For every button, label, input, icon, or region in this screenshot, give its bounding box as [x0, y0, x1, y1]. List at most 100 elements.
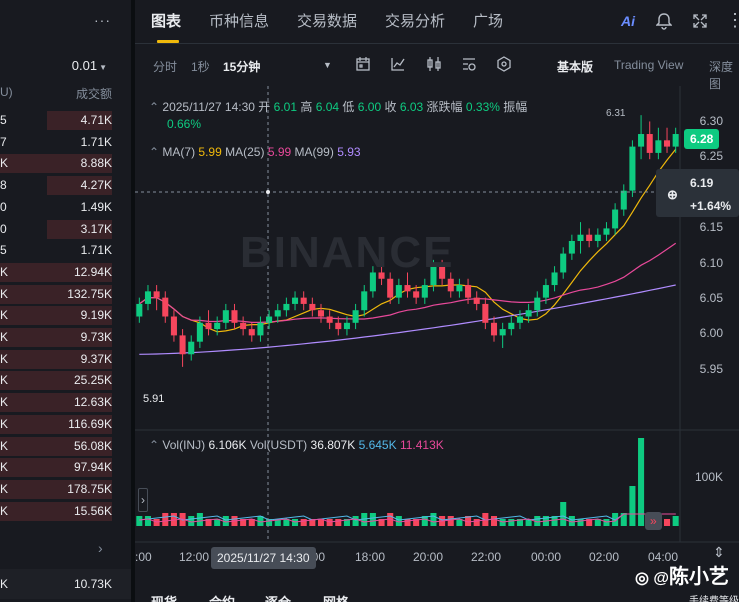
- order-book-row[interactable]: K 15.56K: [0, 500, 131, 522]
- order-book-row[interactable]: K 9.37K: [0, 348, 131, 370]
- order-book-row[interactable]: K 9.73K: [0, 326, 131, 348]
- amplitude-value: 0.66%: [167, 117, 202, 131]
- candle-body: [196, 322, 203, 342]
- tab-square[interactable]: 广场: [473, 13, 504, 30]
- ohlc-datetime: 2025/11/27 14:30: [162, 100, 255, 114]
- order-book-row[interactable]: K 97.94K: [0, 456, 131, 478]
- expand-icon[interactable]: [692, 13, 708, 29]
- candle-body: [361, 291, 368, 311]
- binance-watermark: BINANCE: [240, 228, 455, 277]
- view-tradingview[interactable]: Trading View: [614, 58, 684, 72]
- collapse-icon[interactable]: ⌃: [149, 100, 160, 114]
- order-book-row[interactable]: K 8.88K: [0, 152, 131, 174]
- tab-trading-analysis[interactable]: 交易分析: [385, 13, 446, 30]
- collapse-icon[interactable]: ⌃: [149, 145, 160, 159]
- tab-chart[interactable]: 图表: [151, 13, 182, 30]
- chart-toolbar: 分时 1秒 15分钟 ▼ 基本版 Trading View 深度图: [135, 44, 739, 91]
- ma7-value: 5.99: [198, 145, 222, 159]
- tab-futures[interactable]: 合约: [209, 592, 235, 602]
- volume-bar: [551, 516, 558, 526]
- depth-bar: [0, 284, 112, 304]
- row-price: K: [0, 481, 9, 496]
- candle-body: [240, 322, 247, 330]
- order-book-row[interactable]: 0 3.17K: [0, 218, 131, 240]
- tab-trading-data[interactable]: 交易数据: [297, 13, 358, 30]
- more-dots-icon[interactable]: ···: [94, 12, 111, 28]
- precision-select[interactable]: 0.01 ▼: [72, 58, 107, 73]
- collapse-icon[interactable]: ⌃: [149, 438, 160, 452]
- price-tick-label: 6.25: [699, 149, 723, 163]
- tab-grid[interactable]: 网格: [323, 592, 349, 602]
- order-book-last-row: K 10.73K: [0, 569, 131, 599]
- calendar-icon[interactable]: [355, 56, 371, 72]
- depth-bar: [47, 219, 112, 239]
- row-price: K: [0, 156, 9, 171]
- order-book-row[interactable]: 5 1.71K: [0, 239, 131, 261]
- order-book-row[interactable]: K 9.19K: [0, 304, 131, 326]
- candle-body: [508, 322, 515, 330]
- row-turnover: 1.71K: [80, 243, 112, 258]
- tab-spot[interactable]: 现货: [151, 592, 177, 602]
- price-chart[interactable]: [135, 86, 739, 588]
- price-tick-label: 6.05: [699, 291, 723, 305]
- depth-bar: [0, 414, 112, 434]
- row-price: K: [0, 438, 9, 453]
- row-price: 5: [0, 113, 7, 127]
- depth-bar: [0, 479, 112, 499]
- depth-bar: [0, 306, 112, 326]
- order-book-row[interactable]: 8 4.27K: [0, 174, 131, 196]
- ai-icon[interactable]: Ai: [621, 13, 635, 29]
- volume-ma10-line: [139, 513, 676, 523]
- indicator-icon[interactable]: [390, 56, 406, 72]
- candle-body: [352, 310, 359, 323]
- order-book-row[interactable]: 0 1.49K: [0, 196, 131, 218]
- view-basic[interactable]: 基本版: [557, 60, 594, 74]
- row-turnover: 9.73K: [80, 330, 112, 344]
- price-tick-label: 5.95: [699, 362, 723, 376]
- hexagon-settings-icon[interactable]: [496, 56, 512, 72]
- volume-bar: [361, 513, 368, 526]
- plus-icon[interactable]: ⊕: [667, 187, 678, 202]
- chevron-right-icon[interactable]: ›: [138, 488, 148, 512]
- candle-body: [612, 209, 619, 229]
- close-value: 6.03: [399, 100, 424, 114]
- row-price: K: [0, 395, 9, 410]
- ohlc-info: ⌃ 2025/11/27 14:30 开 6.01 高 6.04 低 6.00 …: [149, 98, 527, 115]
- scroll-to-latest-icon[interactable]: »: [645, 512, 662, 530]
- order-book-row[interactable]: K 132.75K: [0, 283, 131, 305]
- row-price: K: [0, 460, 9, 475]
- row-price: 5: [0, 243, 7, 258]
- order-book-row[interactable]: K 178.75K: [0, 478, 131, 500]
- volume-bar: [292, 519, 299, 526]
- axis-resize-icon[interactable]: ⇕: [713, 544, 725, 560]
- candle-body: [326, 316, 333, 323]
- interval-dropdown-icon[interactable]: ▼: [323, 60, 332, 70]
- depth-bar: [0, 458, 112, 478]
- order-book-row[interactable]: K 116.69K: [0, 413, 131, 435]
- vol-inj-value: 6.106K: [208, 438, 247, 452]
- interval-15m[interactable]: 15分钟: [223, 60, 261, 74]
- panel-divider[interactable]: [131, 0, 135, 602]
- order-book-row[interactable]: 7 1.71K: [0, 131, 131, 153]
- settings-list-icon[interactable]: [461, 56, 477, 72]
- time-tick-label: 18:00: [355, 550, 386, 564]
- tab-coin-info[interactable]: 币种信息: [209, 13, 270, 30]
- time-tick-label: 12:00: [179, 550, 210, 564]
- interval-time-sharing[interactable]: 分时: [153, 60, 178, 74]
- order-book-row[interactable]: K 12.63K: [0, 391, 131, 413]
- candle-style-icon[interactable]: [426, 56, 442, 72]
- order-book-row[interactable]: 5 4.71K: [0, 109, 131, 131]
- chevron-right-icon[interactable]: ›: [98, 540, 103, 556]
- change-label: 涨跌幅: [426, 100, 463, 114]
- order-book-row[interactable]: K 12.94K: [0, 261, 131, 283]
- tab-isolated[interactable]: 逐仓: [265, 592, 291, 602]
- bell-icon[interactable]: [656, 12, 672, 30]
- view-depth[interactable]: 深度图: [709, 60, 734, 91]
- candle-body: [490, 322, 498, 336]
- row-turnover: 12.63K: [73, 395, 112, 410]
- more-vertical-icon[interactable]: ⋮: [726, 10, 739, 30]
- depth-bar: [47, 111, 112, 130]
- order-book-row[interactable]: K 25.25K: [0, 369, 131, 391]
- interval-1s[interactable]: 1秒: [191, 60, 210, 74]
- order-book-row[interactable]: K 56.08K: [0, 435, 131, 457]
